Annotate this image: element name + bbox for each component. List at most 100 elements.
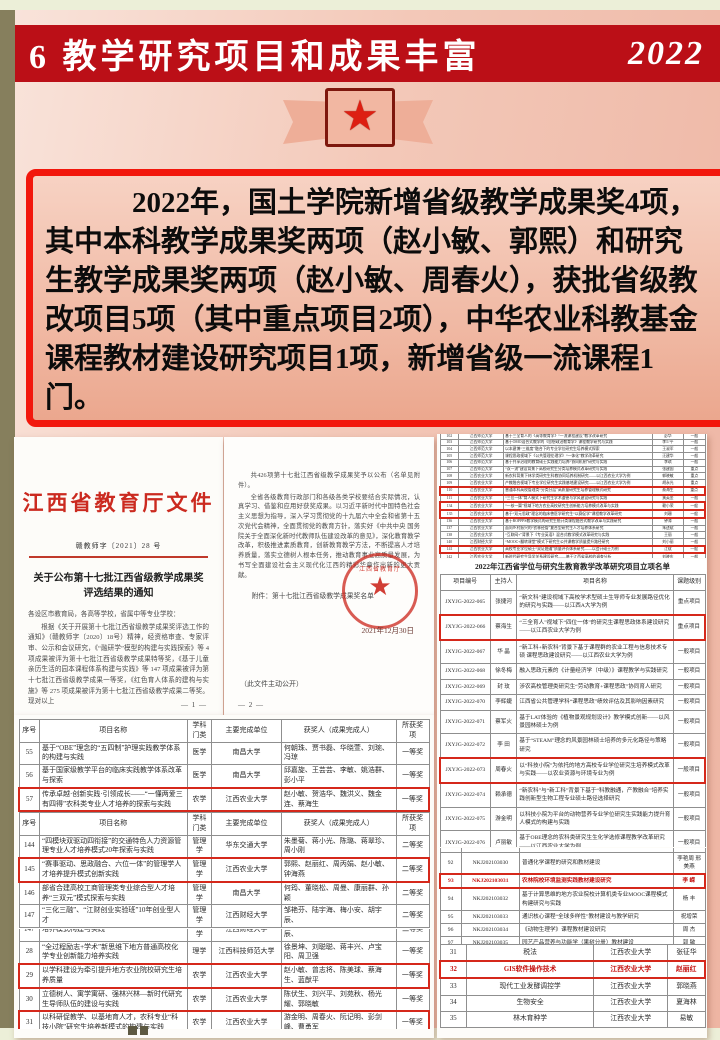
table-cell: 李 嵘 xyxy=(672,873,706,890)
table-cell: 97 xyxy=(439,935,462,944)
table-cell: 园艺产品营养与功能学（果树分册）教材建设 xyxy=(518,935,674,944)
table-row: 58康复治疗学专业医康养融合应用型人才培养模式医学赣南医学院温优良、王汉源、钟华… xyxy=(18,810,430,812)
table-cell: 二等奖 xyxy=(395,881,430,906)
table-cell: 95 xyxy=(439,909,462,924)
table-cell: 蔡海生 xyxy=(489,613,518,641)
awards-table-grad-28: 147培养模式构建与实践管理学江西财经大学邹艳芬、陆宇海、梅小安、胡宇辰、二等奖… xyxy=(18,929,430,1029)
table-cell: NKJ202103031 xyxy=(460,873,520,890)
table-cell: JXYJG-2022-075 xyxy=(439,806,491,832)
table-cell: 重点 xyxy=(683,472,706,481)
table-cell: 144 xyxy=(18,834,40,859)
table-cell: 一等奖 xyxy=(395,786,430,812)
table-cell: 一般 xyxy=(683,524,706,533)
table-cell: 通识核心课程“全球多样性”教材建设与教学研究 xyxy=(518,909,674,924)
table-cell: 134 xyxy=(439,501,460,512)
table-row: JXYJG-2022-076 卢丽敏 基于OBE理念的农科类研究生生化学选修课程教学… xyxy=(439,830,706,847)
table-cell: 一般 xyxy=(683,552,706,558)
bottom-left-artifact xyxy=(128,1026,148,1035)
table-cell: 面向乡村振兴的“农林经管”复合型研究生人才培养体系研究 xyxy=(503,524,653,533)
table-cell: 何筠、董晓松、周曼、康丽群、孙颖 xyxy=(280,881,397,906)
table-cell: 一般 xyxy=(683,445,706,454)
table-cell: 31 xyxy=(439,944,467,962)
table-cell: 理学 xyxy=(186,940,213,965)
year-label: 2022 xyxy=(628,34,704,72)
table-cell: 一等奖 xyxy=(395,1010,430,1029)
table-cell: NKJ202103035 xyxy=(460,935,520,944)
table-cell: NKJ202103032 xyxy=(460,887,520,911)
table-cell: 江西农业大学 xyxy=(593,977,669,996)
table-row: 138 江西农业大学 “互联网+”背景下《专业英语》混合式教学模式改革研究与实践 王丽… xyxy=(439,531,706,539)
table-cell: “全过程励志+学术”新思维下地方普通高校化学专业创新能力培养实践 xyxy=(39,940,188,965)
table-cell: 蔡军火 xyxy=(489,709,518,735)
table-cell: 农学 xyxy=(186,1010,213,1029)
table-cell: 110 xyxy=(439,485,460,496)
table-row: 96 NKJ202103034 《动物生理学》课程教材建设研究周 杰 xyxy=(439,922,706,937)
grad-reform-project-table: 2022年江西省学位与研究生教育教学改革研究项目立项名单 项目编号 主持人 项目名称… xyxy=(439,559,706,847)
table-cell: 产教融合视域下专业学位研究生实践基地建设研究——以江西农业大学为例 xyxy=(503,479,653,488)
table-cell: 夏海林 xyxy=(667,994,706,1012)
intro-textbox: 2022年，国土学院新增省级教学成果奖4项，其中本科教学成果奖两项（赵小敏、郭熙… xyxy=(26,169,720,427)
table-cell: 赵丽红 xyxy=(667,960,706,980)
table-cell: 重点项目 xyxy=(672,613,706,641)
table-row: 95 NKJ202103033 通识核心课程“全球多样性”教材建设与教学研究 祝增荣 xyxy=(439,909,706,924)
table-cell: 游金明 xyxy=(489,806,518,832)
table-cell: 黄英金 xyxy=(651,494,685,503)
table-row: 142 江西农业大学 新时代研究生导学关系建设研究——基于江西省高校的调查分析 刘晓东… xyxy=(439,552,706,558)
table-cell: 张建国 xyxy=(651,465,685,474)
table-cell: JXYJG-2022-070 xyxy=(439,694,491,711)
table-cell: 华 晶 xyxy=(489,639,518,665)
table-cell: JXYJG-2022-067 xyxy=(439,639,491,665)
table-row: 91NKJ202103029）教材建设研究朱 强 xyxy=(439,848,706,854)
table-cell: 涉农高校管理类研究生“劳动教育+课程思政”协同育人研究 xyxy=(516,678,674,696)
table-cell: 重点 xyxy=(683,485,706,496)
table-row: 28 “全过程励志+学术”新思维下地方普通高校化学专业创新能力培养实践 理学 江西科技… xyxy=(18,940,430,965)
table-cell: 104 xyxy=(439,445,460,454)
table-cell: 一等奖 xyxy=(395,987,430,1012)
table-cell: 邹艳芬、陆宇海、梅小安、胡宇辰、 xyxy=(280,904,397,928)
doc1-red-rule xyxy=(28,556,209,558)
table-row: JXYJG-2022-072 李 田基于“STEAM”理念的风景园林硕士培养的多元… xyxy=(439,733,706,759)
table-row: 31 以科研促教学、以基地育人才，农科专业“科技小院”研究生培养新模式的构建与实践… xyxy=(18,1010,430,1029)
table-cell: 江西农业大学 xyxy=(458,501,505,512)
table-cell: 一等奖 xyxy=(395,963,430,989)
table-row: 141 江西农业大学 高校专业学位硕士“双证融通”质量评价体系研究——以会计硕士为例… xyxy=(439,544,706,555)
table-cell: 一般 xyxy=(683,537,706,547)
table-row: 35 林木育种学 江西农业大学 易敏 xyxy=(439,1010,706,1028)
table-cell: 江西农业大学 xyxy=(593,960,669,980)
table-cell: 江西农业大学 xyxy=(458,494,505,503)
table-row: 146 部省合建高校工商管理类专业综合型人才培养“三双元”模式探索与实践 管理学 南昌… xyxy=(18,881,430,906)
table-cell: 江西农业大学 xyxy=(211,963,282,989)
table-cell: 109 xyxy=(439,479,460,488)
table-cell: 一般项目 xyxy=(672,757,706,784)
table-cell: 江西农业大学 xyxy=(211,857,282,883)
table-cell: 农学 xyxy=(186,963,213,989)
table-cell: 朱墨菊、蒋小光、陈璐、蒋翠珍、周小刚 xyxy=(280,834,397,859)
first-class-course-table: 31 税法 江西农业大学 张征华 32 GIS软件操作技术 江西农业大学 赵丽红 33 现代工业发… xyxy=(439,944,706,1028)
data-table: 147培养模式构建与实践管理学江西财经大学邹艳芬、陆宇海、梅小安、胡宇辰、二等奖… xyxy=(18,929,430,1029)
table-cell: “一核一翼”视域下地方农业高校研究生创新能力培养模式改革与实践 xyxy=(503,501,653,512)
table-row: JXYJG-2022-075 游金明 以科技小院为平台的动物营养专业学位研究生实践能… xyxy=(439,806,706,832)
table-cell: 146 xyxy=(18,881,40,906)
table-cell: “新工科+新农科”背景下基于课程群的农业工程与信息技术专硕 课程思政建设研究——… xyxy=(516,639,674,665)
table-cell: 江西财经大学 xyxy=(211,904,282,928)
table-cell: 蔡海生 xyxy=(651,485,685,496)
data-table: 31 税法 江西农业大学 张征华 32 GIS软件操作技术 江西农业大学 赵丽红 33 现代工业发… xyxy=(439,944,706,1028)
table-cell: 一般项目 xyxy=(672,678,706,696)
table-row: JXYJG-2022-070 李辉婕 江西省公共管理学科“课程思政”绩效评估及其影响… xyxy=(439,694,706,711)
table-row: 105 江西师范大学 课程思政视域下《公共管理伦理学》“一体化”教学改革研究 汪建华一… xyxy=(439,452,706,460)
table-cell: 汪建华 xyxy=(651,452,685,460)
table-row: JXYJG-2022-067 华 晶 “新工科+新农科”背景下基于课程群的农业工程与… xyxy=(439,639,706,665)
table-cell: 29 xyxy=(18,963,40,989)
table-cell: 56 xyxy=(18,764,40,789)
table-row: 109 江西农业大学 产教融合视域下专业学位研究生实践基地建设研究——以江西农业大学… xyxy=(439,479,706,488)
table-cell: 融入思政元素的《计量经济学（中级）》课程教学与实践研究 xyxy=(516,663,674,680)
table-cell: 一般项目 xyxy=(672,782,706,808)
table-cell: “双一流”建设背景下高校研究生分类培养模式改革研究与实践 xyxy=(503,465,653,474)
table-cell: 郭 敏 xyxy=(672,935,706,944)
table-header-cell: 获奖人（成果完成人） xyxy=(280,719,397,743)
table-header-cell: 项目名称 xyxy=(39,812,188,836)
table-cell: 课程思政视域下《公共管理伦理学》“一体化”教学改革研究 xyxy=(503,452,653,460)
table-cell: 祝增荣 xyxy=(672,909,706,924)
table-row: 34 生物安全 江西农业大学 夏海林 xyxy=(439,994,706,1012)
table-cell: 管理学 xyxy=(186,834,213,859)
